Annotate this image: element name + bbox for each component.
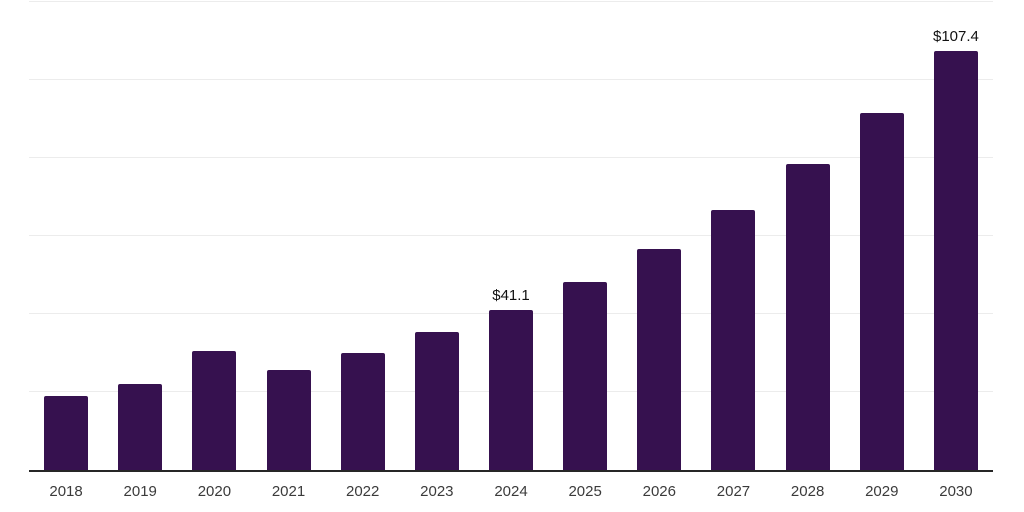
x-tick-2027: 2027 <box>716 483 751 500</box>
value-label-2024: $41.1 <box>492 286 530 304</box>
x-tick-2029: 2029 <box>865 483 899 500</box>
plot-area: $41.1 $107.4 <box>29 1 993 472</box>
gridline-80 <box>29 157 993 158</box>
bar-2019 <box>118 384 163 470</box>
x-tick-2018: 2018 <box>49 483 83 500</box>
x-axis-labels: 2018 2019 2020 2021 2022 2023 2024 2025 2026 2027… <box>29 484 993 504</box>
bar-2022 <box>340 353 385 470</box>
x-tick-2030: 2030 <box>939 483 973 500</box>
bar-2026 <box>637 248 682 470</box>
bar-2030 <box>933 51 978 470</box>
gridline-60 <box>29 235 993 236</box>
bar-2028 <box>785 164 830 470</box>
x-tick-2028: 2028 <box>790 483 825 500</box>
gridline-100 <box>29 79 993 80</box>
x-tick-2021: 2021 <box>271 483 306 500</box>
x-tick-2023: 2023 <box>420 483 454 500</box>
bar-2024 <box>489 309 533 470</box>
x-axis-line <box>29 470 993 472</box>
bar-2029 <box>859 113 904 470</box>
value-label-2030: $107.4 <box>932 28 979 46</box>
x-tick-2026: 2026 <box>642 483 676 500</box>
x-tick-2022: 2022 <box>346 483 380 500</box>
gridline-120 <box>29 1 993 2</box>
bar-2021 <box>266 370 311 470</box>
x-tick-2019: 2019 <box>123 483 157 500</box>
bar-2018 <box>44 395 89 470</box>
x-tick-2024: 2024 <box>494 483 528 500</box>
bar-2023 <box>414 331 459 470</box>
bar-2025 <box>563 282 608 470</box>
bar-2020 <box>192 351 237 470</box>
x-tick-2020: 2020 <box>197 483 232 500</box>
x-tick-2025: 2025 <box>568 483 602 500</box>
bar-2027 <box>711 210 756 470</box>
